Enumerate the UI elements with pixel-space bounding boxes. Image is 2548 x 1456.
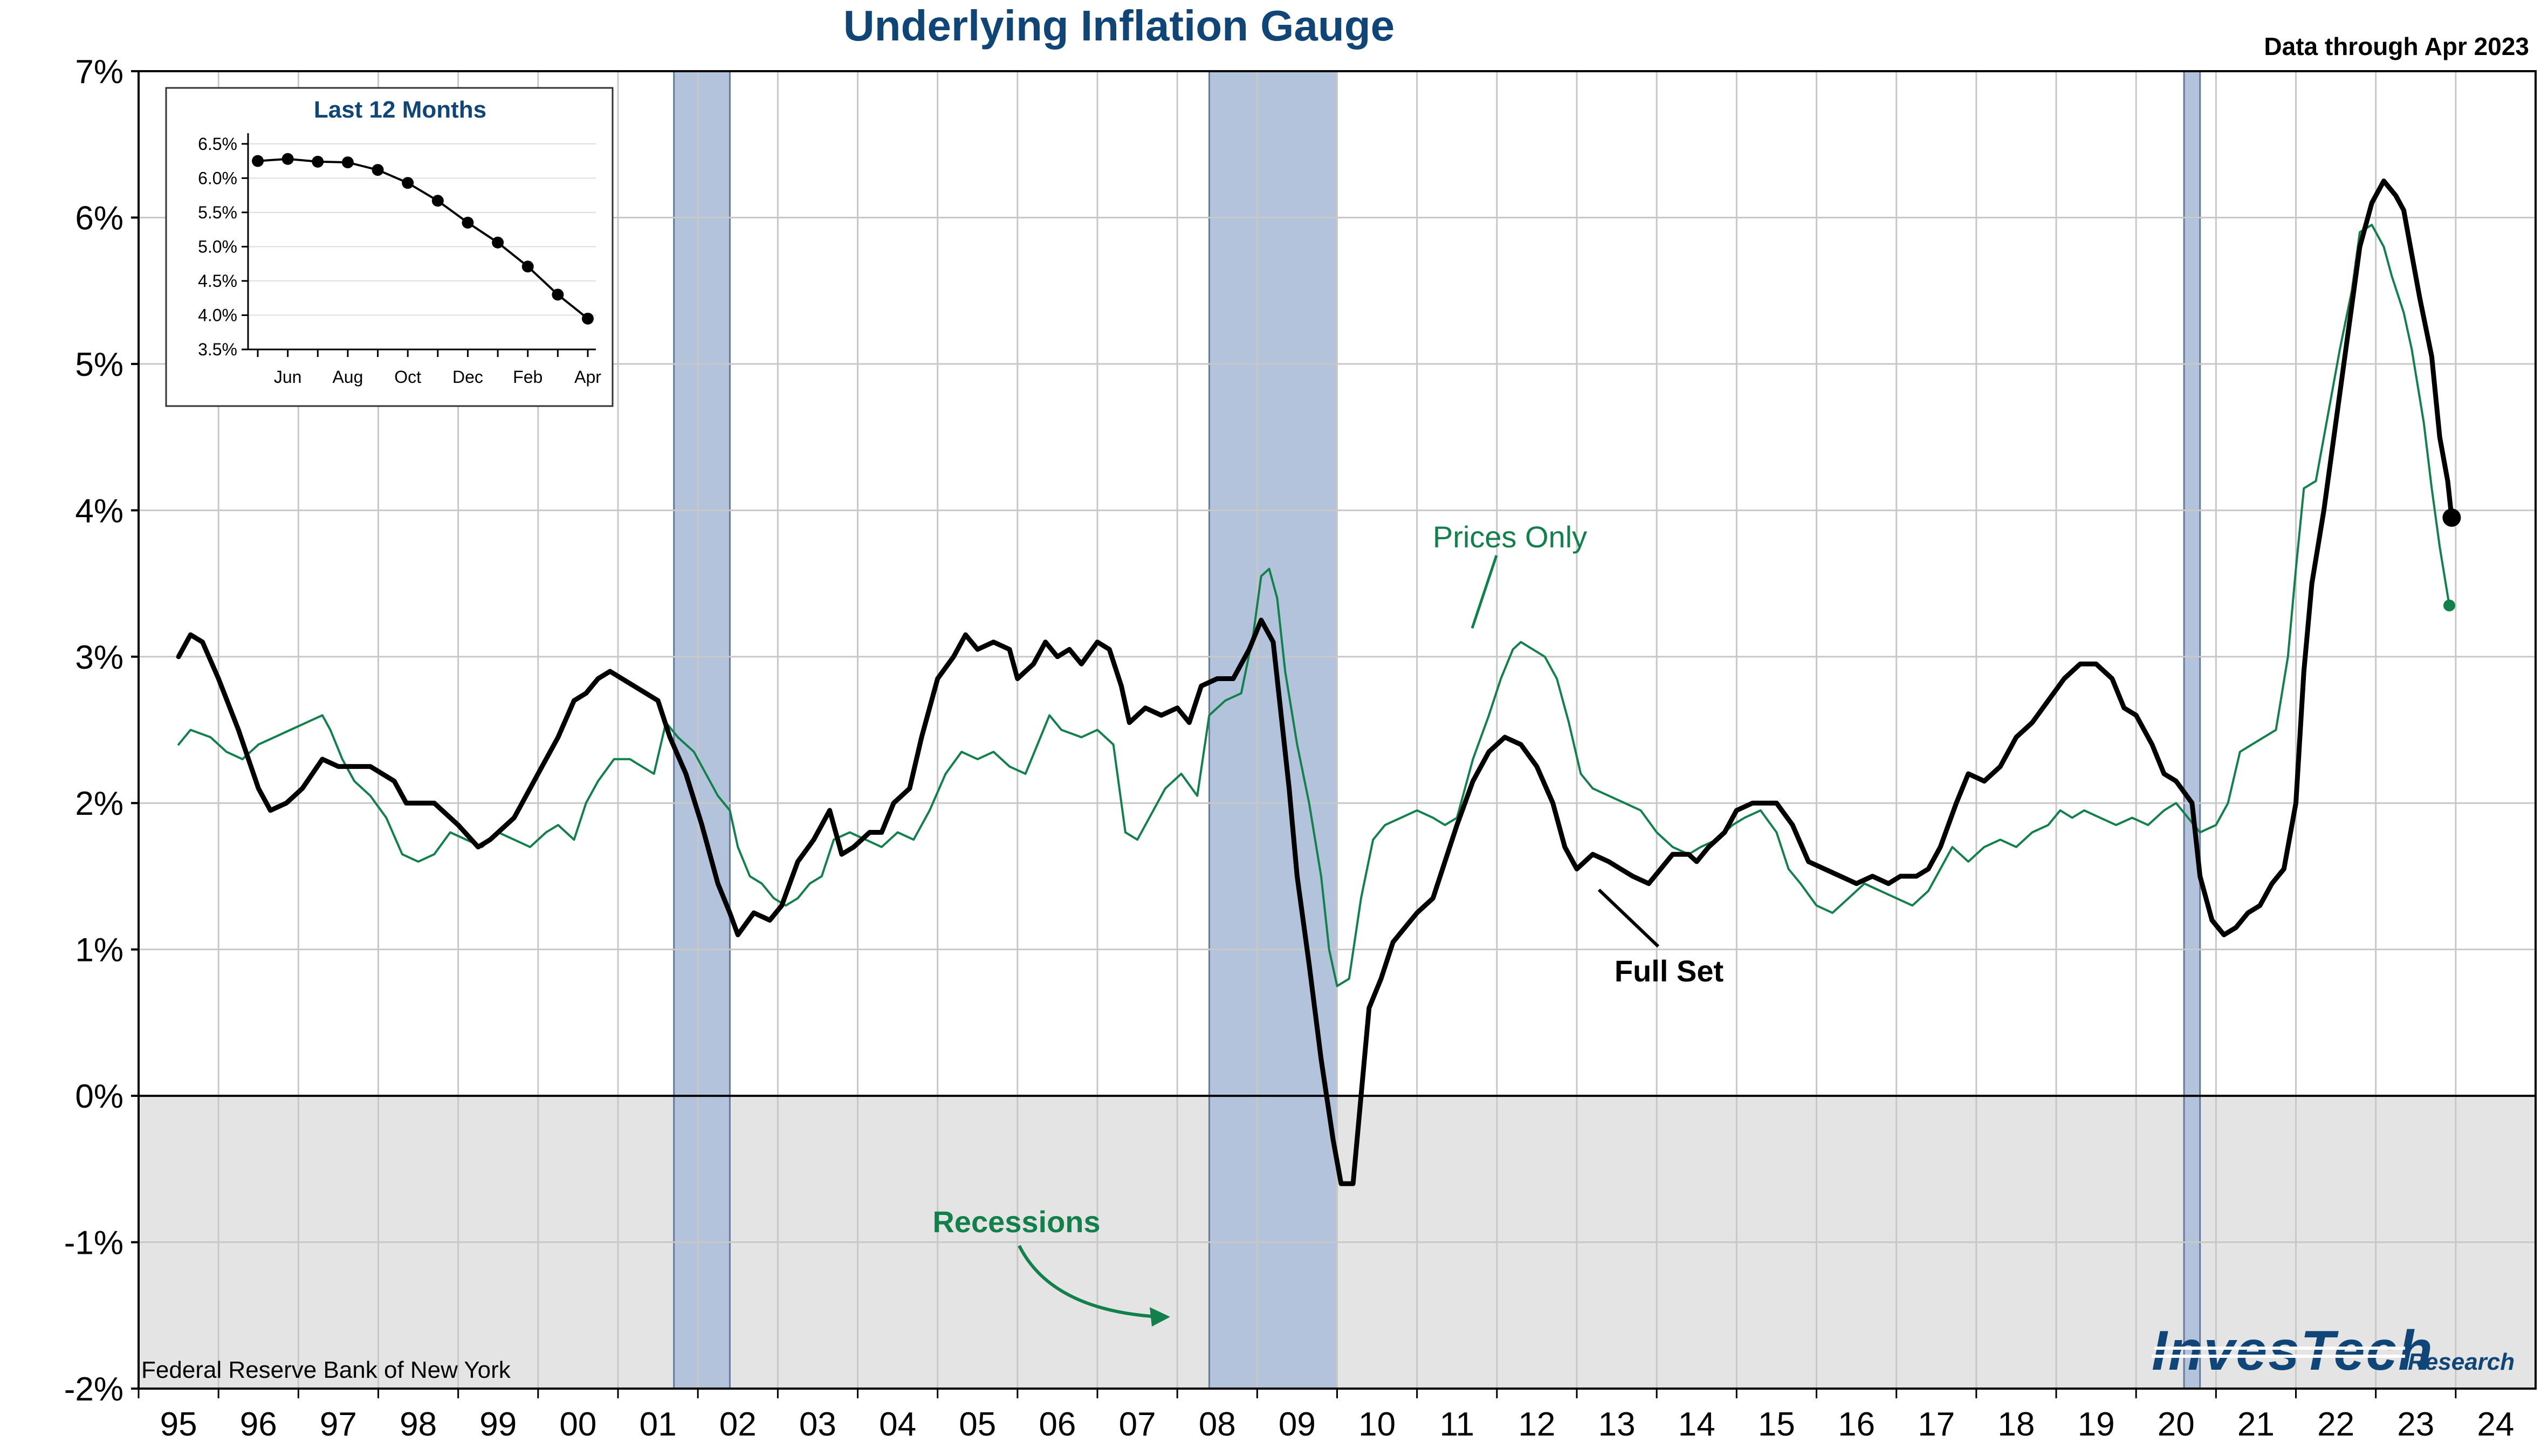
inset-y-tick-label: 4.5% [198,271,237,291]
inset-panel: Last 12 Months 6.5% 6.0% 5.5% 5.0% 4.5% 4.0% 3… [165,87,614,407]
x-tick-label: 07 [1119,1406,1156,1443]
prices-only-end-point [2443,599,2455,612]
inset-y-tick-label: 5.5% [198,203,237,222]
x-tick-label: 17 [1918,1406,1955,1443]
y-tick-label: -2% [64,1371,123,1408]
full-set-end-point [2442,508,2461,527]
logo-wordmark: InvesTech [2152,1320,2434,1382]
x-tick-label: 97 [320,1406,357,1443]
inset-point [492,236,504,249]
x-tick-label: 24 [2477,1406,2514,1443]
y-tick-label: 2% [75,785,123,822]
recession-band [2183,70,2201,1390]
inset-point [281,153,294,165]
y-tick-label: 1% [75,932,123,969]
inset-y-tick-label: 6.0% [198,168,237,188]
inset-point [402,177,414,189]
x-tick-label: 21 [2237,1406,2275,1443]
y-tick-label: 6% [75,200,123,237]
chart-subtitle: Data through Apr 2023 [2264,32,2529,60]
y-tick-label: 0% [75,1078,123,1115]
x-tick-label: 03 [799,1406,836,1443]
x-tick-label: 12 [1518,1406,1555,1443]
inset-point [582,312,594,325]
y-tick-label: -1% [64,1225,123,1262]
full-set-label: Full Set [1615,954,1723,988]
axes: 7% 6% 5% 4% 3% 2% 1% 0% -1% -2% 95 96 97 98 99 00 01 02 03… [64,53,2537,1443]
inset-x-tick-label: Dec [452,367,483,387]
inset-plot: 6.5% 6.0% 5.5% 5.0% 4.5% 4.0% 3.5% Jun Aug Oct Dec… [198,133,601,387]
inset-point [462,216,474,229]
x-tick-label: 04 [879,1406,916,1443]
x-tick-label: 16 [1838,1406,1875,1443]
x-tick-label: 22 [2317,1406,2354,1443]
recessions-arrow [1018,1245,1160,1318]
inset-title: Last 12 Months [314,97,486,123]
full-set-line [176,178,2454,1186]
x-tick-label: 98 [400,1406,437,1443]
inset-point [552,289,564,301]
investech-logo: InvesTech Research [2152,1320,2515,1382]
x-tick-label: 19 [2078,1406,2115,1443]
x-tick-label: 95 [160,1406,197,1443]
x-tick-label: 23 [2397,1406,2434,1443]
y-tick-label: 5% [75,346,123,383]
x-tick-label: 18 [1997,1406,2035,1443]
inset-point [372,164,384,176]
y-tick-label: 7% [75,53,123,91]
x-tick-label: 01 [640,1406,677,1443]
inset-point [431,195,444,207]
inset-y-tick-label: 4.0% [198,305,237,325]
x-tick-label: 05 [959,1406,996,1443]
prices-only-pointer [1471,555,1498,629]
x-tick-label: 02 [719,1406,757,1443]
x-tick-label: 96 [240,1406,277,1443]
x-tick-label: 15 [1758,1406,1795,1443]
inset-y-tick-label: 6.5% [198,134,237,154]
source-label: Federal Reserve Bank of New York [141,1357,511,1383]
series-lines [176,178,2461,1186]
x-tick-label: 14 [1678,1406,1715,1443]
x-tick-label: 99 [479,1406,517,1443]
x-tick-label: 13 [1598,1406,1636,1443]
prices-only-line [177,224,2450,987]
y-tick-label: 3% [75,639,123,676]
x-tick-label: 11 [1440,1406,1474,1443]
x-tick-label: 08 [1199,1406,1236,1443]
inset-point [252,155,264,167]
x-tick-label: 20 [2158,1406,2195,1443]
full-set-pointer [1597,888,1660,948]
x-tick-label: 00 [559,1406,596,1443]
inset-point [521,260,534,273]
recession-band [673,70,731,1390]
logo-subtext: Research [2408,1349,2515,1375]
y-tick-label: 4% [75,492,123,530]
annotation-recessions: Recessions [932,1205,1170,1327]
recessions-label: Recessions [932,1205,1100,1239]
inset-x-tick-label: Feb [513,367,542,387]
inset-x-tick-label: Oct [394,367,421,387]
inset-x-tick-label: Jun [274,367,302,387]
x-tick-label: 06 [1039,1406,1076,1443]
x-tick-label: 10 [1358,1406,1396,1443]
inset-y-tick-label: 5.0% [198,237,237,256]
inset-point [341,156,354,169]
gridlines [138,70,2536,1390]
inset-point [312,155,324,168]
recessions-arrowhead [1150,1307,1170,1327]
annotation-prices-only: Prices Only [1433,520,1587,629]
annotation-full-set: Full Set [1597,888,1723,988]
x-tick-label: 09 [1279,1406,1316,1443]
recession-band [1208,70,1338,1390]
inset-y-tick-label: 3.5% [198,340,237,359]
inset-x-tick-label: Aug [332,367,363,387]
chart-title: Underlying Inflation Gauge [843,2,1395,50]
prices-only-label: Prices Only [1433,520,1587,554]
inset-x-tick-label: Apr [574,367,601,387]
